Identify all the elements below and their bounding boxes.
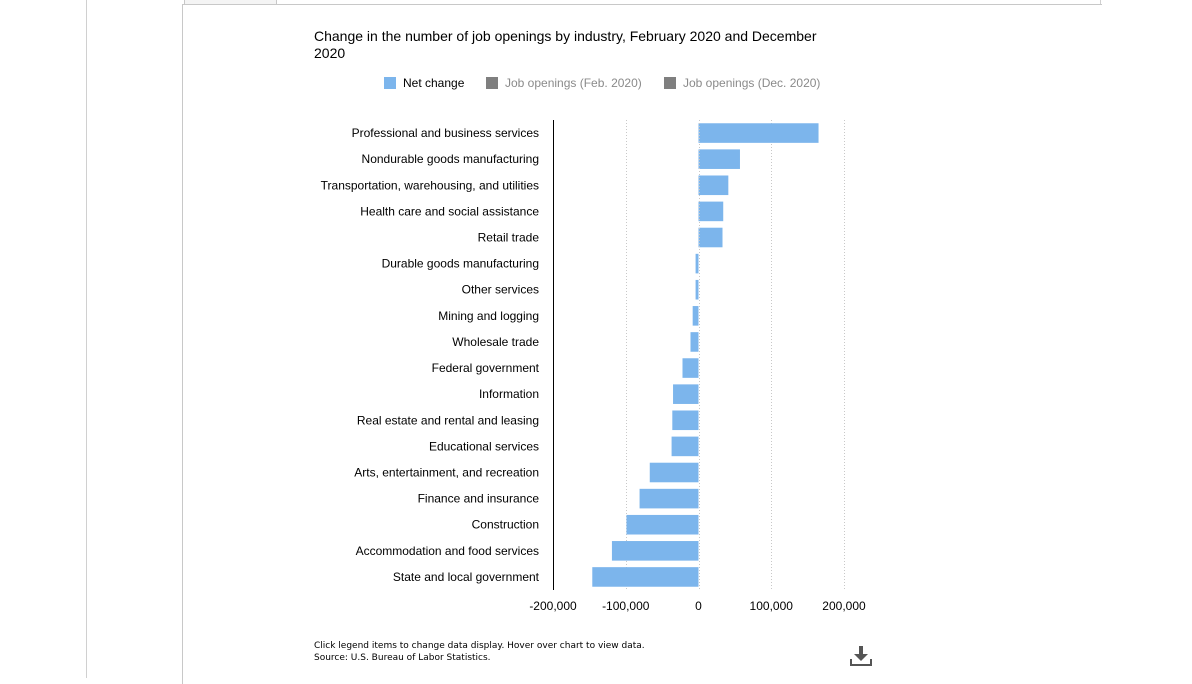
legend-item-feb-2020[interactable]: Job openings (Feb. 2020) (486, 76, 642, 90)
bar[interactable] (672, 410, 699, 431)
footnote-source: Source: U.S. Bureau of Labor Statistics. (314, 653, 491, 663)
category-label: Durable goods manufacturing (382, 257, 539, 271)
legend-swatch-dec-2020 (664, 77, 676, 89)
bar[interactable] (673, 384, 699, 404)
bar[interactable] (626, 514, 699, 535)
legend-item-net-change[interactable]: Net change (384, 76, 464, 90)
legend-label-net-change: Net change (403, 76, 465, 90)
bar[interactable] (611, 541, 699, 561)
category-label: Accommodation and food services (356, 544, 539, 558)
bar[interactable] (682, 358, 699, 378)
footnote-instructions: Click legend items to change data displa… (314, 641, 645, 651)
category-label: State and local government (393, 570, 540, 584)
category-label: Retail trade (478, 231, 540, 245)
category-label: Wholesale trade (452, 335, 539, 349)
category-label: Federal government (432, 361, 540, 375)
bar[interactable] (690, 332, 699, 352)
bar[interactable] (698, 227, 723, 248)
bar[interactable] (698, 175, 729, 196)
bar-chart[interactable]: Professional and business services Nondur… (0, 0, 1192, 670)
category-label: Other services (462, 283, 539, 297)
chart-title: Change in the number of job openings by … (314, 28, 817, 61)
category-label: Finance and insurance (418, 492, 540, 506)
bar[interactable] (698, 149, 740, 169)
bar[interactable] (639, 488, 699, 509)
bar[interactable] (592, 567, 699, 587)
bar[interactable] (695, 279, 699, 300)
category-label: Nondurable goods manufacturing (362, 152, 539, 166)
x-tick-label: 200,000 (822, 599, 866, 613)
category-label: Mining and logging (438, 309, 539, 323)
category-label: Professional and business services (352, 126, 539, 140)
category-label: Health care and social assistance (360, 204, 539, 218)
category-label: Real estate and rental and leasing (357, 413, 539, 427)
x-tick-label: -100,000 (602, 599, 650, 613)
bar[interactable] (649, 462, 699, 483)
bar[interactable] (698, 201, 724, 222)
x-tick-label: 0 (695, 599, 702, 613)
legend-item-dec-2020[interactable]: Job openings (Dec. 2020) (664, 76, 820, 90)
legend-swatch-net-change (384, 77, 396, 89)
bar[interactable] (695, 253, 699, 274)
bar[interactable] (692, 306, 699, 326)
x-tick-label: -200,000 (529, 599, 577, 613)
category-label: Information (479, 387, 539, 401)
bar[interactable] (698, 123, 819, 143)
category-label: Educational services (429, 439, 539, 453)
tab-stub[interactable] (184, 0, 277, 5)
download-icon[interactable] (849, 644, 873, 668)
category-label: Transportation, warehousing, and utiliti… (321, 178, 539, 192)
bar[interactable] (671, 436, 699, 457)
legend-label-feb-2020: Job openings (Feb. 2020) (505, 76, 642, 90)
legend-label-dec-2020: Job openings (Dec. 2020) (683, 76, 821, 90)
category-label: Arts, entertainment, and recreation (354, 466, 539, 480)
chart-footnote: Click legend items to change data displa… (314, 640, 645, 664)
legend-swatch-feb-2020 (486, 77, 498, 89)
category-label: Construction (472, 518, 539, 532)
x-tick-label: 100,000 (750, 599, 794, 613)
